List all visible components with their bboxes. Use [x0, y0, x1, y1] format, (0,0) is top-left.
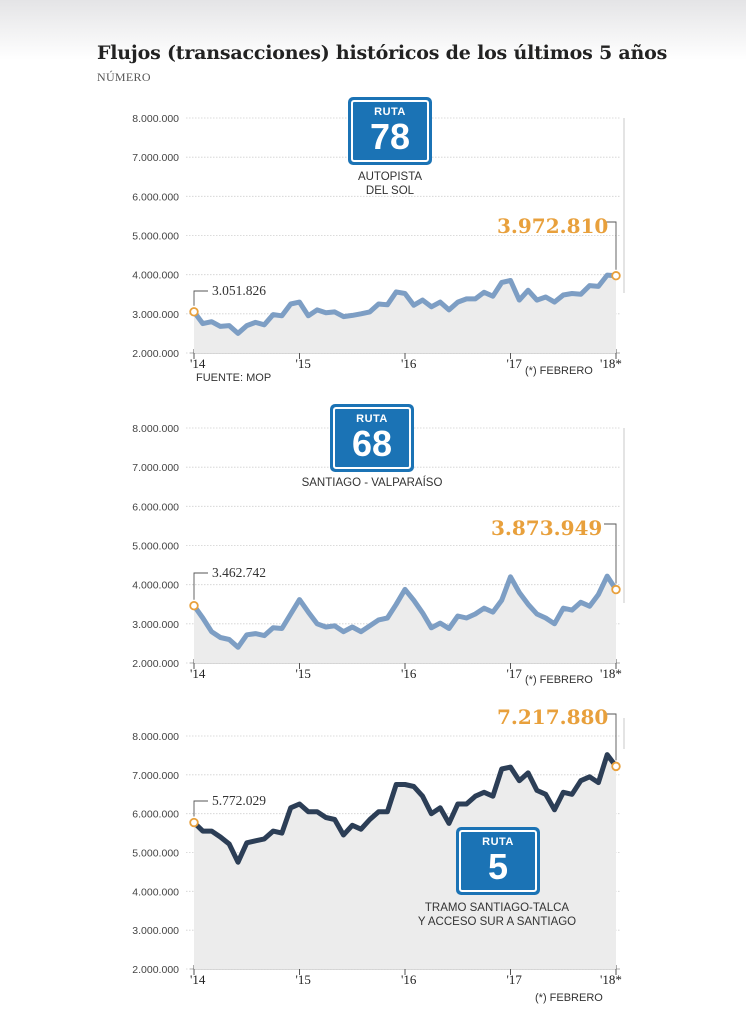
x-tick-label: '17 [507, 666, 523, 681]
series-line [192, 752, 619, 865]
x-tick-label: '18* [600, 972, 622, 987]
route-sign-5: RUTA 5 [456, 827, 540, 895]
footnote: (*) FEBRERO [525, 674, 593, 686]
chart-ruta-5: 8.000.000 7.000.000 6.000.000 5.000.000 4.00… [132, 705, 625, 1004]
page-subtitle: NÚMERO [97, 70, 151, 84]
y-tick-label: 5.000.000 [132, 231, 179, 243]
route-label: RUTA [374, 106, 406, 118]
y-tick-label: 3.000.000 [132, 925, 179, 937]
route-caption-line: DEL SOL [365, 185, 415, 197]
y-tick-label: 4.000.000 [132, 270, 179, 282]
first-value-leader [193, 290, 208, 306]
last-value-label: 3.972.810 [497, 214, 608, 238]
last-value-leader [604, 523, 617, 584]
route-caption: TRAMO SANTIAGO-TALCA Y ACCESO SUR A SANT… [412, 901, 582, 929]
x-tick-label: '16 [401, 666, 417, 681]
y-tick-label: 5.000.000 [132, 848, 179, 860]
x-tick-label: '14 [190, 972, 206, 987]
y-tick-label: 8.000.000 [132, 113, 179, 125]
x-tick-label: '16 [401, 972, 417, 987]
y-tick-label: 4.000.000 [132, 886, 179, 898]
area-fill [194, 275, 616, 353]
first-value-leader [193, 800, 208, 817]
source-note: FUENTE: MOP [196, 372, 271, 384]
route-number: 5 [487, 846, 509, 887]
y-tick-label: 8.000.000 [132, 423, 179, 435]
y-tick-label: 7.000.000 [132, 462, 179, 474]
route-caption-line: SANTIAGO - VALPARAÍSO [301, 477, 443, 489]
x-tick-label: '16 [401, 356, 417, 371]
x-tick-label: '14 [190, 356, 206, 371]
series-line [191, 573, 619, 650]
x-tick-label: '18* [600, 356, 622, 371]
first-value-marker [189, 817, 199, 828]
y-tick-label: 2.000.000 [132, 964, 179, 976]
x-tick-label: '17 [507, 972, 523, 987]
y-tick-label: 6.000.000 [132, 191, 179, 203]
last-value-leader [604, 713, 617, 761]
area-fill [194, 576, 616, 663]
x-tick-label: '15 [296, 356, 311, 371]
header-background [0, 0, 746, 60]
chart-ruta-78: 8.000.000 7.000.000 6.000.000 5.000.000 4.00… [132, 113, 625, 384]
last-value-marker [611, 271, 621, 281]
route-number: 68 [351, 423, 393, 464]
first-value-label: 5.772.029 [212, 793, 266, 808]
last-value-label: 3.873.949 [491, 516, 602, 540]
last-value-marker [611, 761, 621, 772]
y-tick-label: 2.000.000 [132, 658, 179, 670]
footnote: (*) FEBRERO [535, 992, 603, 1004]
chart-ruta-68: 8.000.000 7.000.000 6.000.000 5.000.000 4.00… [132, 423, 625, 686]
y-tick-label: 4.000.000 [132, 580, 179, 592]
route-caption: AUTOPISTA DEL SOL [340, 170, 440, 198]
area-fill [194, 754, 616, 969]
route-sign-68: RUTA 68 [330, 404, 414, 472]
x-tick-label: '15 [296, 666, 311, 681]
y-tick-label: 7.000.000 [132, 152, 179, 164]
x-tick-label: '18* [600, 666, 622, 681]
y-tick-label: 6.000.000 [132, 501, 179, 513]
x-tick-label: '15 [296, 972, 311, 987]
y-tick-label: 3.000.000 [132, 309, 179, 321]
last-value-marker [611, 584, 621, 595]
first-value-leader [193, 572, 208, 600]
route-caption: SANTIAGO - VALPARAÍSO [292, 476, 452, 490]
route-label: RUTA [482, 836, 514, 848]
y-tick-label: 2.000.000 [132, 348, 179, 360]
last-value-label: 7.217.880 [497, 705, 608, 729]
first-value-label: 3.051.826 [212, 283, 266, 298]
y-tick-label: 7.000.000 [132, 770, 179, 782]
first-value-label: 3.462.742 [212, 565, 266, 580]
route-number: 78 [369, 116, 411, 157]
page-title: Flujos (transacciones) históricos de los… [97, 42, 668, 64]
y-tick-label: 3.000.000 [132, 619, 179, 631]
y-tick-label: 6.000.000 [132, 809, 179, 821]
route-caption-line: AUTOPISTA [357, 171, 423, 183]
route-caption-line: TRAMO SANTIAGO-TALCA [424, 902, 570, 914]
first-value-marker [189, 307, 199, 317]
y-tick-label: 5.000.000 [132, 541, 179, 553]
first-value-marker [189, 601, 199, 611]
series-line [191, 272, 617, 336]
y-tick-label: 8.000.000 [132, 731, 179, 743]
route-sign-78: RUTA 78 [348, 97, 432, 165]
route-caption-line: Y ACCESO SUR A SANTIAGO [417, 916, 577, 928]
x-tick-label: '14 [190, 666, 206, 681]
x-tick-label: '17 [507, 356, 523, 371]
last-value-leader [604, 221, 617, 270]
route-label: RUTA [356, 413, 388, 425]
footnote: (*) FEBRERO [525, 365, 593, 377]
